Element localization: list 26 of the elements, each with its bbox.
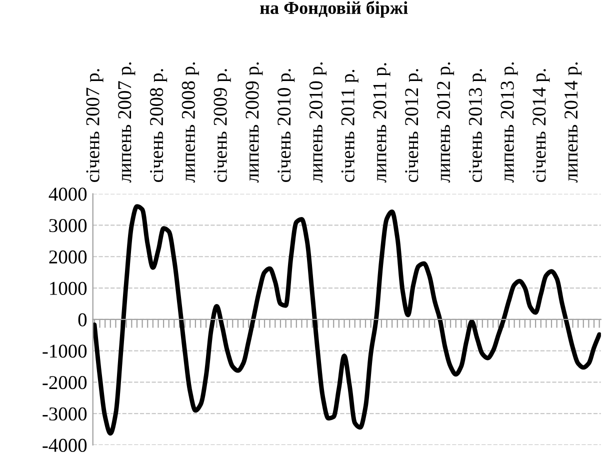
x-tick-label: січень 2009 р. xyxy=(214,69,231,182)
x-tick-label: липень 2012 р. xyxy=(436,62,454,183)
chart-title: на Фондовій біржі xyxy=(260,0,408,18)
x-tick-label: січень 2012 р. xyxy=(405,69,422,182)
x-tick-label: липень 2014 р. xyxy=(564,62,582,183)
x-tick-label: липень 2008 р. xyxy=(182,62,199,183)
x-tick-label: липень 2007 р. xyxy=(118,62,136,183)
y-tick-label: -3000 xyxy=(42,407,87,421)
x-tick-label: липень 2013 р. xyxy=(500,62,518,183)
y-tick-label: -1000 xyxy=(42,344,87,358)
y-tick-label: 4000 xyxy=(48,188,87,201)
y-tick-label: 2000 xyxy=(49,250,87,264)
x-tick-label: січень 2013 р. xyxy=(468,69,486,182)
y-tick-label: -2000 xyxy=(42,376,87,390)
x-tick-label: січень 2007 р. xyxy=(86,69,104,182)
y-tick-label: 0 xyxy=(78,313,87,326)
x-tick-label: січень 2008 р. xyxy=(150,69,168,182)
y-tick-label: 1000 xyxy=(50,282,87,295)
x-tick-label: липень 2011 р. xyxy=(373,63,390,183)
x-tick-label: липень 2010 р. xyxy=(309,62,326,183)
y-tick-label: -4000 xyxy=(42,438,87,452)
y-tick-label: 3000 xyxy=(49,219,87,232)
x-tick-label: січень 2010 р. xyxy=(278,69,295,182)
x-tick-label: липень 2009 р. xyxy=(246,62,263,183)
x-tick-label: січень 2014 р. xyxy=(532,69,550,182)
x-tick-label: січень 2011 р. xyxy=(341,70,358,182)
